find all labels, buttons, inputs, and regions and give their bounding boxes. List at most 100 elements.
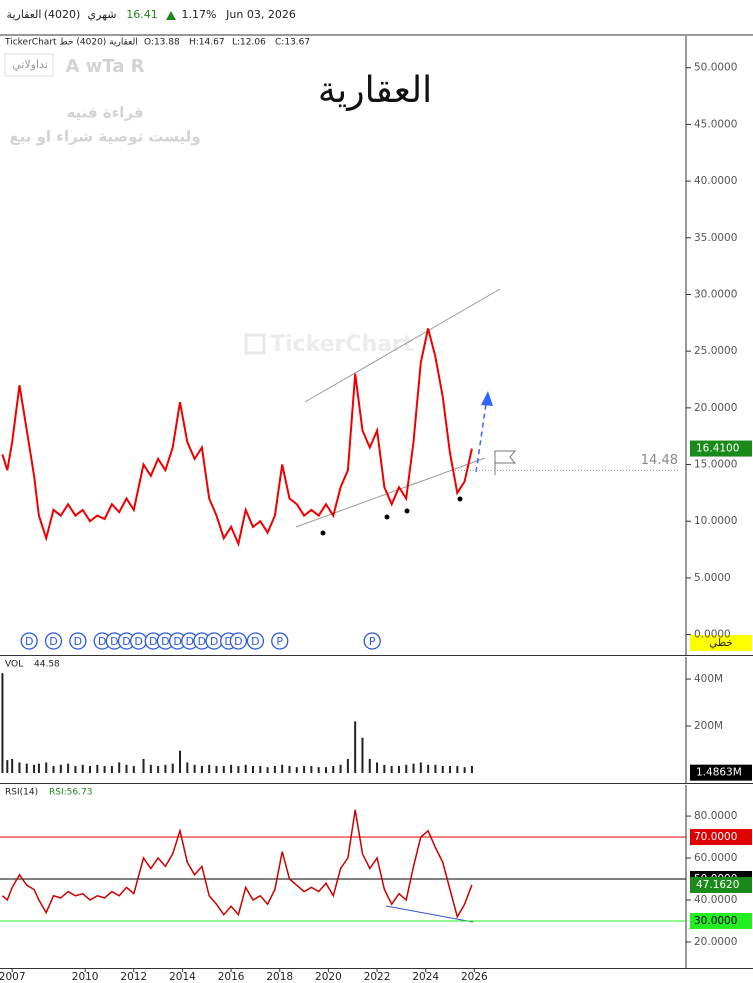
volume-bar [142, 758, 145, 774]
volume-bar [193, 764, 196, 774]
y-tick-label: 60.0000 [694, 852, 737, 864]
up-icon [166, 11, 176, 20]
x-tick-label: 2016 [218, 971, 245, 983]
event-label: P [369, 635, 376, 648]
volume-bar [405, 764, 408, 774]
pivot-dot [404, 508, 410, 514]
event-label: D [251, 635, 259, 648]
volume-bar [45, 762, 48, 774]
info-high: H:14.67 [189, 38, 225, 48]
info-close: C:13.67 [275, 38, 310, 48]
event-label: D [224, 635, 232, 648]
volume-bar [67, 763, 70, 774]
volume-bar [96, 764, 99, 774]
volume-bar [222, 765, 225, 774]
event-label: D [98, 635, 106, 648]
event-marker [20, 632, 38, 650]
event-label: D [134, 635, 142, 648]
volume-bar [244, 764, 247, 774]
info-low: L:12.06 [232, 38, 266, 48]
y-tick-label: 45.0000 [694, 118, 737, 130]
last-price: 16.41 [126, 8, 158, 21]
x-tick-label: 2026 [461, 971, 488, 983]
volume-bar [6, 760, 9, 774]
volume-bar [81, 764, 84, 774]
panel-value: RSI:56.73 [49, 788, 92, 798]
volume-bar [157, 765, 160, 774]
volume-bar [449, 765, 452, 774]
volume-bar [273, 765, 276, 774]
volume-bar [118, 762, 121, 774]
pivot-dot [384, 514, 390, 520]
volume-bar [412, 763, 415, 774]
note: قراءة فنيه [66, 104, 143, 122]
event-label: D [210, 635, 218, 648]
projection-arrow [475, 403, 487, 473]
x-tick-label: 2020 [315, 971, 342, 983]
volume-bar [74, 765, 77, 774]
chart-style: خطي [709, 637, 733, 649]
y-tick-label: 35.0000 [694, 232, 737, 244]
volume-bar [317, 767, 320, 774]
volume-bar [259, 765, 262, 774]
level-label: 30.0000 [694, 915, 737, 927]
period: شهري [88, 8, 117, 21]
event-marker [246, 632, 265, 650]
author: A wTa R [65, 56, 144, 77]
info-open: O:13.88 [144, 38, 180, 48]
volume-bar [281, 764, 284, 774]
x-tick-label: 2007 [0, 971, 26, 983]
volume-bar [237, 765, 240, 774]
logo-icon [244, 333, 266, 355]
volume-bar [288, 765, 291, 774]
volume-bar [295, 767, 298, 774]
date: Jun 03, 2026 [225, 8, 296, 21]
volume-bar [303, 765, 306, 774]
reference-label: 14.48 [641, 453, 678, 468]
event-marker [363, 632, 381, 650]
y-tick-label: 10.0000 [694, 515, 737, 527]
trend-line [304, 288, 501, 403]
event-marker [271, 632, 289, 650]
event-label: D [25, 635, 33, 648]
volume-bar [186, 762, 189, 774]
chart-title: العقارية [318, 70, 432, 111]
event-marker [229, 632, 248, 650]
rsi-line [1, 809, 473, 919]
y-tick-label: 0.0000 [694, 629, 731, 641]
y-tick-label: 200M [694, 720, 723, 732]
event-marker [69, 632, 87, 650]
arrow-head [481, 391, 493, 406]
x-tick-label: 2018 [266, 971, 293, 983]
x-tick-label: 2024 [412, 971, 439, 983]
volume-bar [456, 765, 459, 774]
volume-bar [200, 765, 203, 774]
panel-label: RSI(14) [5, 788, 38, 798]
x-tick-label: 2010 [72, 971, 99, 983]
panel-value: 44.58 [34, 660, 60, 670]
divergence-line [385, 905, 474, 923]
price-line [1, 328, 473, 548]
volume-bar [361, 737, 364, 774]
volume-bar [103, 765, 106, 774]
volume-bar [419, 762, 422, 774]
volume-bar [397, 765, 400, 774]
event-label: D [74, 635, 82, 648]
volume-bar [383, 764, 386, 774]
last-value-label: 1.4863M [696, 767, 742, 779]
symbol-code: (4020) [44, 8, 81, 21]
brand: تداولاتي [12, 58, 48, 71]
y-tick-label: 400M [694, 673, 723, 685]
flag [494, 450, 517, 464]
event-label: D [173, 635, 181, 648]
y-tick-label: 20.0000 [694, 936, 737, 948]
change: 1.17% [182, 8, 217, 21]
info-source: TickerChart العقارية (4020) خط [4, 38, 138, 48]
volume-bar [171, 763, 174, 774]
y-tick-label: 40.0000 [694, 175, 737, 187]
event-label: D [110, 635, 118, 648]
last-value-label: 47.1620 [696, 879, 739, 891]
y-tick-label: 25.0000 [694, 345, 737, 357]
